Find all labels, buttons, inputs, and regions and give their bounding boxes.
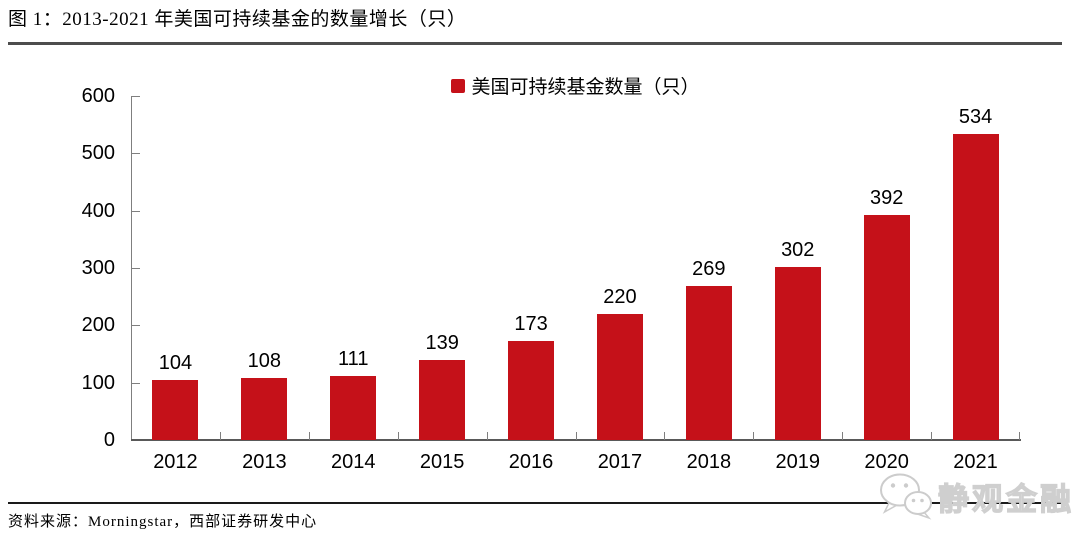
x-tick (309, 432, 310, 440)
value-label-2016: 173 (514, 313, 548, 335)
y-tick (132, 268, 140, 269)
bar-2017 (596, 314, 643, 440)
x-tick-label-2021: 2021 (953, 451, 998, 473)
value-label-2020: 392 (869, 187, 904, 209)
y-tick-label: 300 (81, 257, 115, 279)
legend-label: 美国可持续基金数量（只） (471, 77, 700, 98)
y-tick (132, 153, 140, 155)
y-tick (132, 96, 140, 97)
x-tick-label-2018: 2018 (686, 451, 732, 473)
bar-2019 (774, 267, 821, 440)
y-tick-label: 0 (103, 429, 115, 451)
x-tick-label-2014: 2014 (331, 451, 376, 473)
x-tick (842, 432, 843, 440)
bar-2013 (241, 378, 288, 440)
y-tick-label: 600 (81, 85, 115, 107)
x-axis (131, 439, 1021, 441)
value-label-2018: 269 (692, 258, 726, 280)
chart-legend: 美国可持续基金数量（只） (131, 72, 1020, 99)
x-tick-label-2015: 2015 (419, 451, 465, 473)
bar-2021 (952, 134, 999, 440)
x-tick (220, 432, 221, 440)
value-label-2019: 302 (781, 239, 815, 261)
y-tick-label: 200 (81, 314, 115, 337)
y-tick (132, 210, 140, 212)
value-label-2017: 220 (603, 286, 637, 308)
bar-2012 (152, 380, 199, 440)
title-divider (8, 42, 1062, 45)
bar-2015 (419, 360, 466, 440)
value-label-2014: 111 (338, 348, 369, 370)
x-tick-label-2016: 2016 (508, 451, 554, 473)
value-label-2021: 534 (958, 106, 993, 128)
x-tick (487, 432, 488, 440)
y-tick (132, 382, 140, 384)
bar-2016 (508, 341, 555, 440)
value-label-2013: 108 (247, 350, 282, 372)
value-label-2012: 104 (158, 352, 193, 374)
watermark: 静观金融 (878, 472, 1074, 520)
x-tick (931, 432, 932, 440)
legend-swatch (451, 78, 466, 93)
y-axis (131, 96, 132, 440)
bar-2018 (685, 286, 732, 440)
x-tick-label-2012: 2012 (153, 451, 198, 473)
x-tick-label-2017: 2017 (597, 451, 643, 473)
x-tick (1019, 432, 1020, 440)
bar-2020 (863, 215, 910, 440)
x-tick-label-2013: 2013 (242, 451, 287, 473)
value-label-2015: 139 (425, 332, 459, 354)
x-tick (664, 432, 665, 440)
footer-divider (8, 502, 1062, 504)
x-tick-label-2019: 2019 (775, 451, 821, 473)
bar-2014 (330, 376, 377, 440)
x-tick-label-2020: 2020 (864, 451, 909, 473)
x-tick (576, 432, 577, 440)
y-tick-label: 500 (81, 142, 115, 165)
y-tick-label: 400 (81, 199, 115, 222)
y-tick-label: 100 (81, 371, 115, 394)
watermark-text: 静观金融 (937, 481, 1074, 517)
x-tick (753, 432, 754, 440)
x-tick (398, 432, 399, 440)
wechat-icon (880, 473, 932, 520)
figure-title: 图 1：2013-2021 年美国可持续基金的数量增长（只） (8, 9, 467, 30)
source-note: 资料来源：Morningstar，西部证券研发中心 (8, 514, 318, 530)
y-tick (132, 325, 140, 327)
